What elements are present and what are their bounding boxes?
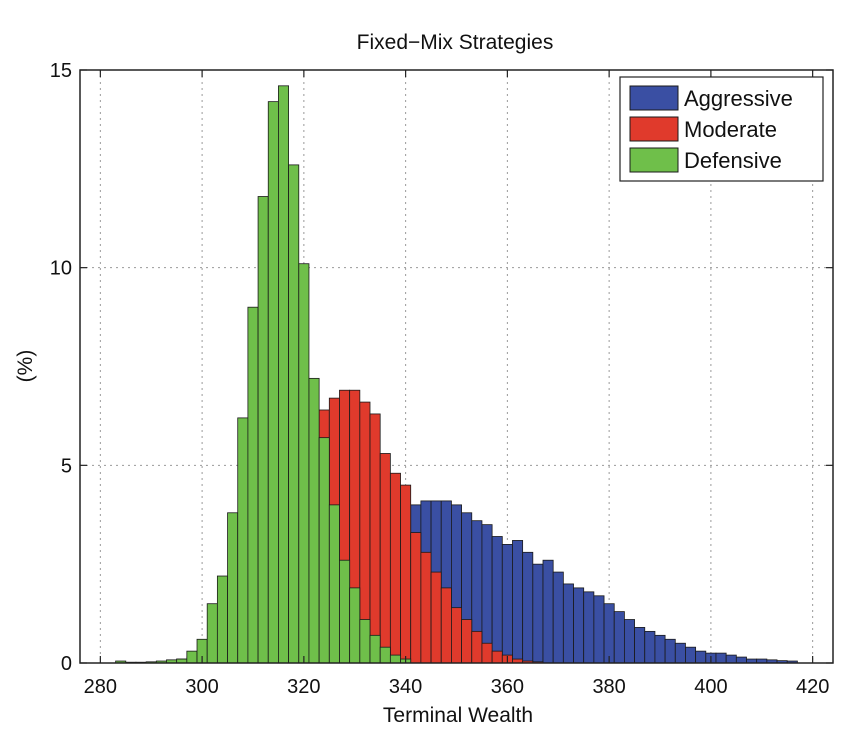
bar-aggressive-386 (634, 627, 646, 664)
plot-frame (79, 69, 834, 664)
bar-moderate-340 (400, 484, 412, 664)
legend: Aggressive Moderate Defensive (619, 76, 824, 182)
y-tick-label-15: 15 (50, 60, 72, 82)
bar-defensive-338 (389, 654, 401, 664)
bar-aggressive-368 (542, 559, 554, 664)
bar-aggressive-388 (644, 630, 656, 664)
bar-aggressive-356 (481, 524, 493, 664)
bar-defensive-330 (349, 587, 361, 664)
legend-label-defensive: Defensive (684, 148, 782, 173)
x-tick-label-400: 400 (694, 676, 727, 698)
bar-aggressive-394 (674, 642, 686, 664)
x-tick-label-300: 300 (185, 676, 218, 698)
axis-ticks: 280 300 320 340 360 380 400 420 0 5 10 15 (50, 60, 833, 698)
bar-moderate-336 (379, 453, 391, 664)
legend-swatch-defensive (629, 147, 679, 173)
bar-aggressive-382 (613, 611, 625, 664)
bar-defensive-316 (278, 85, 290, 664)
bar-aggressive-358 (491, 536, 503, 664)
x-tick-label-280: 280 (84, 676, 117, 698)
bar-aggressive-396 (685, 646, 697, 664)
x-axis-label: Terminal Wealth (383, 704, 533, 727)
bar-defensive-314 (267, 101, 279, 664)
bar-aggressive-398 (695, 650, 707, 664)
y-tick-label-10: 10 (50, 258, 72, 280)
bar-moderate-358 (491, 650, 503, 664)
bar-moderate-348 (440, 587, 452, 664)
bar-aggressive-392 (664, 638, 676, 664)
legend-swatch-moderate (629, 116, 679, 142)
bar-moderate-338 (389, 472, 401, 664)
bar-moderate-342 (410, 532, 422, 664)
bar-defensive-298 (186, 650, 198, 664)
bar-aggressive-404 (725, 654, 737, 664)
bar-defensive-306 (227, 512, 239, 664)
legend-label-moderate: Moderate (684, 117, 777, 142)
bar-defensive-302 (206, 603, 218, 664)
bar-defensive-334 (369, 634, 381, 664)
bar-defensive-328 (339, 559, 351, 664)
bar-moderate-334 (369, 413, 381, 664)
bar-defensive-308 (237, 417, 249, 664)
bar-aggressive-364 (522, 551, 534, 664)
bar-aggressive-378 (593, 595, 605, 664)
bar-defensive-332 (359, 619, 371, 664)
y-axis-label: (%) (14, 350, 37, 383)
bar-aggressive-390 (654, 634, 666, 664)
bar-defensive-304 (216, 575, 228, 664)
bar-aggressive-360 (501, 544, 513, 664)
bar-aggressive-402 (715, 652, 727, 664)
bar-moderate-344 (420, 551, 432, 664)
legend-swatch-aggressive (629, 85, 679, 111)
bar-defensive-324 (318, 437, 330, 664)
bar-defensive-336 (379, 646, 391, 664)
bar-defensive-322 (308, 377, 320, 664)
bar-moderate-350 (451, 607, 462, 664)
x-tick-label-420: 420 (796, 676, 829, 698)
bar-aggressive-374 (573, 587, 585, 664)
bar-aggressive-370 (552, 571, 564, 664)
bar-aggressive-372 (562, 583, 574, 664)
bar-defensive-310 (247, 306, 259, 664)
bar-moderate-346 (430, 571, 442, 664)
bar-aggressive-384 (623, 619, 635, 664)
x-tick-label-340: 340 (389, 676, 422, 698)
y-tick-label-0: 0 (61, 653, 72, 675)
bar-aggressive-362 (512, 540, 524, 664)
bar-aggressive-380 (603, 603, 615, 664)
x-tick-label-380: 380 (592, 676, 625, 698)
bar-moderate-352 (461, 619, 473, 664)
bar-moderate-356 (481, 642, 493, 664)
series-defensive (115, 85, 412, 664)
legend-label-aggressive: Aggressive (684, 86, 793, 111)
bar-defensive-326 (328, 504, 340, 664)
chart-title: Fixed−Mix Strategies (357, 31, 554, 54)
bars-layer (115, 85, 798, 664)
y-tick-label-5: 5 (61, 455, 72, 477)
x-tick-label-360: 360 (491, 676, 524, 698)
x-tick-label-320: 320 (287, 676, 320, 698)
bar-moderate-354 (471, 630, 483, 664)
bar-defensive-312 (257, 196, 269, 664)
bar-defensive-318 (288, 164, 300, 664)
bar-defensive-320 (298, 263, 310, 664)
bar-aggressive-406 (735, 656, 747, 664)
bar-aggressive-376 (583, 591, 595, 664)
bar-aggressive-366 (532, 563, 544, 664)
